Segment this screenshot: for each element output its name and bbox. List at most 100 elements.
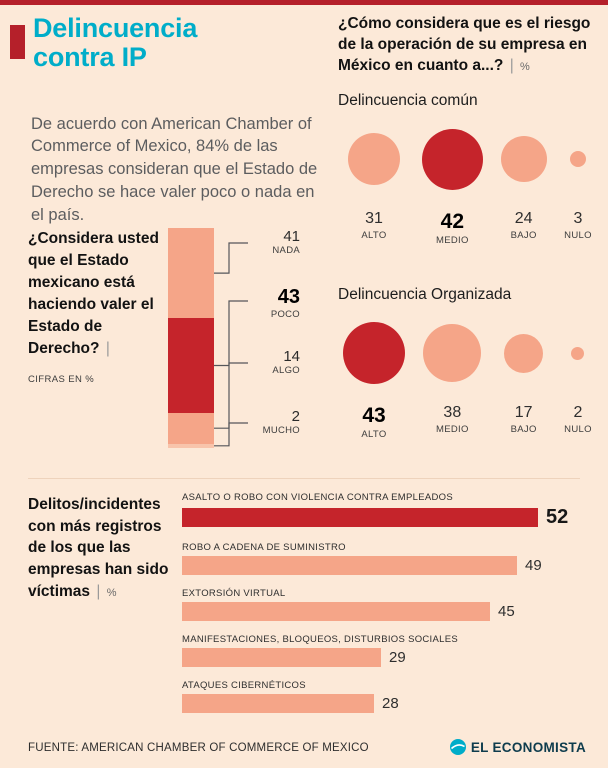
- page-title: Delincuencia contra IP: [33, 13, 198, 73]
- callout-label: ALGO: [272, 365, 300, 377]
- bubble-medio: [423, 324, 482, 382]
- bubble-area: [348, 110, 400, 208]
- bubble-area: [343, 304, 405, 402]
- bubble-chart-organizada: 43 ALTO 38 MEDIO 17 BAJO 2 NULO: [338, 304, 600, 440]
- bubble-value: 43: [362, 404, 386, 427]
- callout-value: 2: [291, 408, 300, 425]
- callout-value: 14: [283, 348, 300, 365]
- brand-logo: EL ECONOMISTA: [449, 739, 586, 755]
- bubble-label: NULO: [564, 423, 592, 435]
- connector-line: [214, 300, 248, 367]
- connector-line: [214, 422, 248, 447]
- separator: |: [105, 340, 110, 357]
- callout-value: 41: [283, 228, 300, 245]
- bubble-group-nulo: 2 NULO: [556, 304, 600, 440]
- bubble-group-alto: 31 ALTO: [338, 110, 410, 246]
- bubble-nulo: [569, 151, 586, 167]
- hbar-value: 45: [498, 603, 515, 620]
- bubble-group-medio: 42 MEDIO: [413, 110, 491, 246]
- bubble-value: 17: [514, 404, 533, 421]
- hbar-label: ASALTO O ROBO CON VIOLENCIA CONTRA EMPLE…: [182, 492, 453, 503]
- bubble-area: [421, 110, 483, 208]
- hbar: [182, 694, 374, 713]
- hbar-row: ATAQUES CIBERNÉTICOS 28: [182, 680, 592, 713]
- hbar-track: 28: [182, 694, 592, 713]
- bubble-group-medio: 38 MEDIO: [413, 304, 491, 440]
- bubble-alto: [348, 133, 400, 185]
- hbar-value: 49: [525, 557, 542, 574]
- bubble-value: 38: [443, 404, 462, 421]
- bar-segment-nada: [168, 228, 214, 319]
- footer-source: FUENTE: AMERICAN CHAMBER OF COMMERCE OF …: [28, 742, 369, 754]
- hbar-value: 52: [546, 506, 569, 528]
- separator: |: [96, 582, 101, 600]
- bar-segment-algo: [168, 412, 214, 444]
- segment-callout-nada: 41 NADA: [248, 228, 300, 256]
- bar-segment-poco: [168, 318, 214, 413]
- bubble-value: 42: [440, 210, 464, 233]
- segment-callout-poco: 43 POCO: [248, 286, 300, 320]
- brand-name: EL ECONOMISTA: [470, 739, 586, 755]
- bubble-bajo: [500, 136, 547, 182]
- bubble-label: BAJO: [510, 229, 537, 241]
- bubble-group-bajo: 17 BAJO: [495, 304, 553, 440]
- hbar-track: 49: [182, 556, 592, 575]
- bubble-value: 24: [514, 210, 533, 227]
- bubble-value: 31: [365, 210, 383, 227]
- percent-unit: %: [520, 60, 530, 73]
- incidents-heading: Delitos/incidentes con más registros de …: [28, 494, 180, 602]
- connector-line: [214, 362, 248, 429]
- bar-segment-mucho: [168, 443, 214, 448]
- bubble-group-alto: 43 ALTO: [338, 304, 410, 440]
- separator: |: [509, 56, 514, 74]
- bubble-alto: [343, 322, 405, 384]
- bubble-label: NULO: [564, 229, 592, 241]
- hbar-track: 52: [182, 506, 592, 529]
- globe-icon: [449, 739, 466, 755]
- connector-line: [214, 242, 248, 274]
- callout-value: 43: [277, 286, 300, 308]
- bubble-area: [569, 110, 586, 208]
- hbar-label: MANIFESTACIONES, BLOQUEOS, DISTURBIOS SO…: [182, 634, 458, 645]
- bubble-label: ALTO: [361, 229, 387, 241]
- bubble-area: [423, 304, 482, 402]
- cifras-note: CIFRAS EN %: [28, 374, 95, 385]
- hbar-value: 28: [382, 695, 399, 712]
- hbar: [182, 556, 517, 575]
- segment-callout-mucho: 2 MUCHO: [248, 408, 300, 436]
- title-marker: [10, 25, 25, 59]
- bubble-medio: [421, 128, 483, 190]
- hbar: [182, 508, 538, 527]
- question-state-of-law: ¿Considera usted que el Estado mexicano …: [28, 228, 168, 360]
- hbar: [182, 602, 490, 621]
- bubble-nulo: [571, 346, 585, 360]
- hbar-label: ATAQUES CIBERNÉTICOS: [182, 680, 306, 691]
- hbar-track: 29: [182, 648, 592, 667]
- bubble-area: [504, 304, 544, 402]
- bubble-area: [571, 304, 585, 402]
- section-divider: [28, 478, 580, 479]
- bubble-group-bajo: 24 BAJO: [495, 110, 553, 246]
- bubble-label: MEDIO: [436, 235, 469, 247]
- bubble-area: [500, 110, 547, 208]
- incidents-chart: ASALTO O ROBO CON VIOLENCIA CONTRA EMPLE…: [182, 492, 592, 726]
- bubble-value: 2: [573, 404, 583, 421]
- hbar-label: ROBO A CADENA DE SUMINISTRO: [182, 542, 346, 553]
- bubble-value: 3: [573, 210, 583, 227]
- bubble-bajo: [504, 333, 544, 373]
- intro-text: De acuerdo con American Chamber of Comme…: [31, 114, 318, 224]
- question-text: ¿Considera usted que el Estado mexicano …: [28, 230, 159, 357]
- hbar-label: EXTORSIÓN VIRTUAL: [182, 588, 286, 599]
- heading-text: Delitos/incidentes con más registros de …: [28, 496, 169, 600]
- question-text: ¿Cómo considera que es el riesgo de la o…: [338, 15, 591, 74]
- callout-label: NADA: [272, 245, 300, 257]
- hbar-row: ASALTO O ROBO CON VIOLENCIA CONTRA EMPLE…: [182, 492, 592, 529]
- risk-group-title-organizada: Delincuencia Organizada: [338, 286, 512, 303]
- bubble-chart-comun: 31 ALTO 42 MEDIO 24 BAJO 3 NULO: [338, 110, 600, 246]
- segment-callout-algo: 14 ALGO: [248, 348, 300, 376]
- bubble-group-nulo: 3 NULO: [556, 110, 600, 246]
- stacked-bar: [168, 228, 214, 448]
- top-rule: [0, 0, 608, 5]
- connector-lines: [214, 242, 248, 447]
